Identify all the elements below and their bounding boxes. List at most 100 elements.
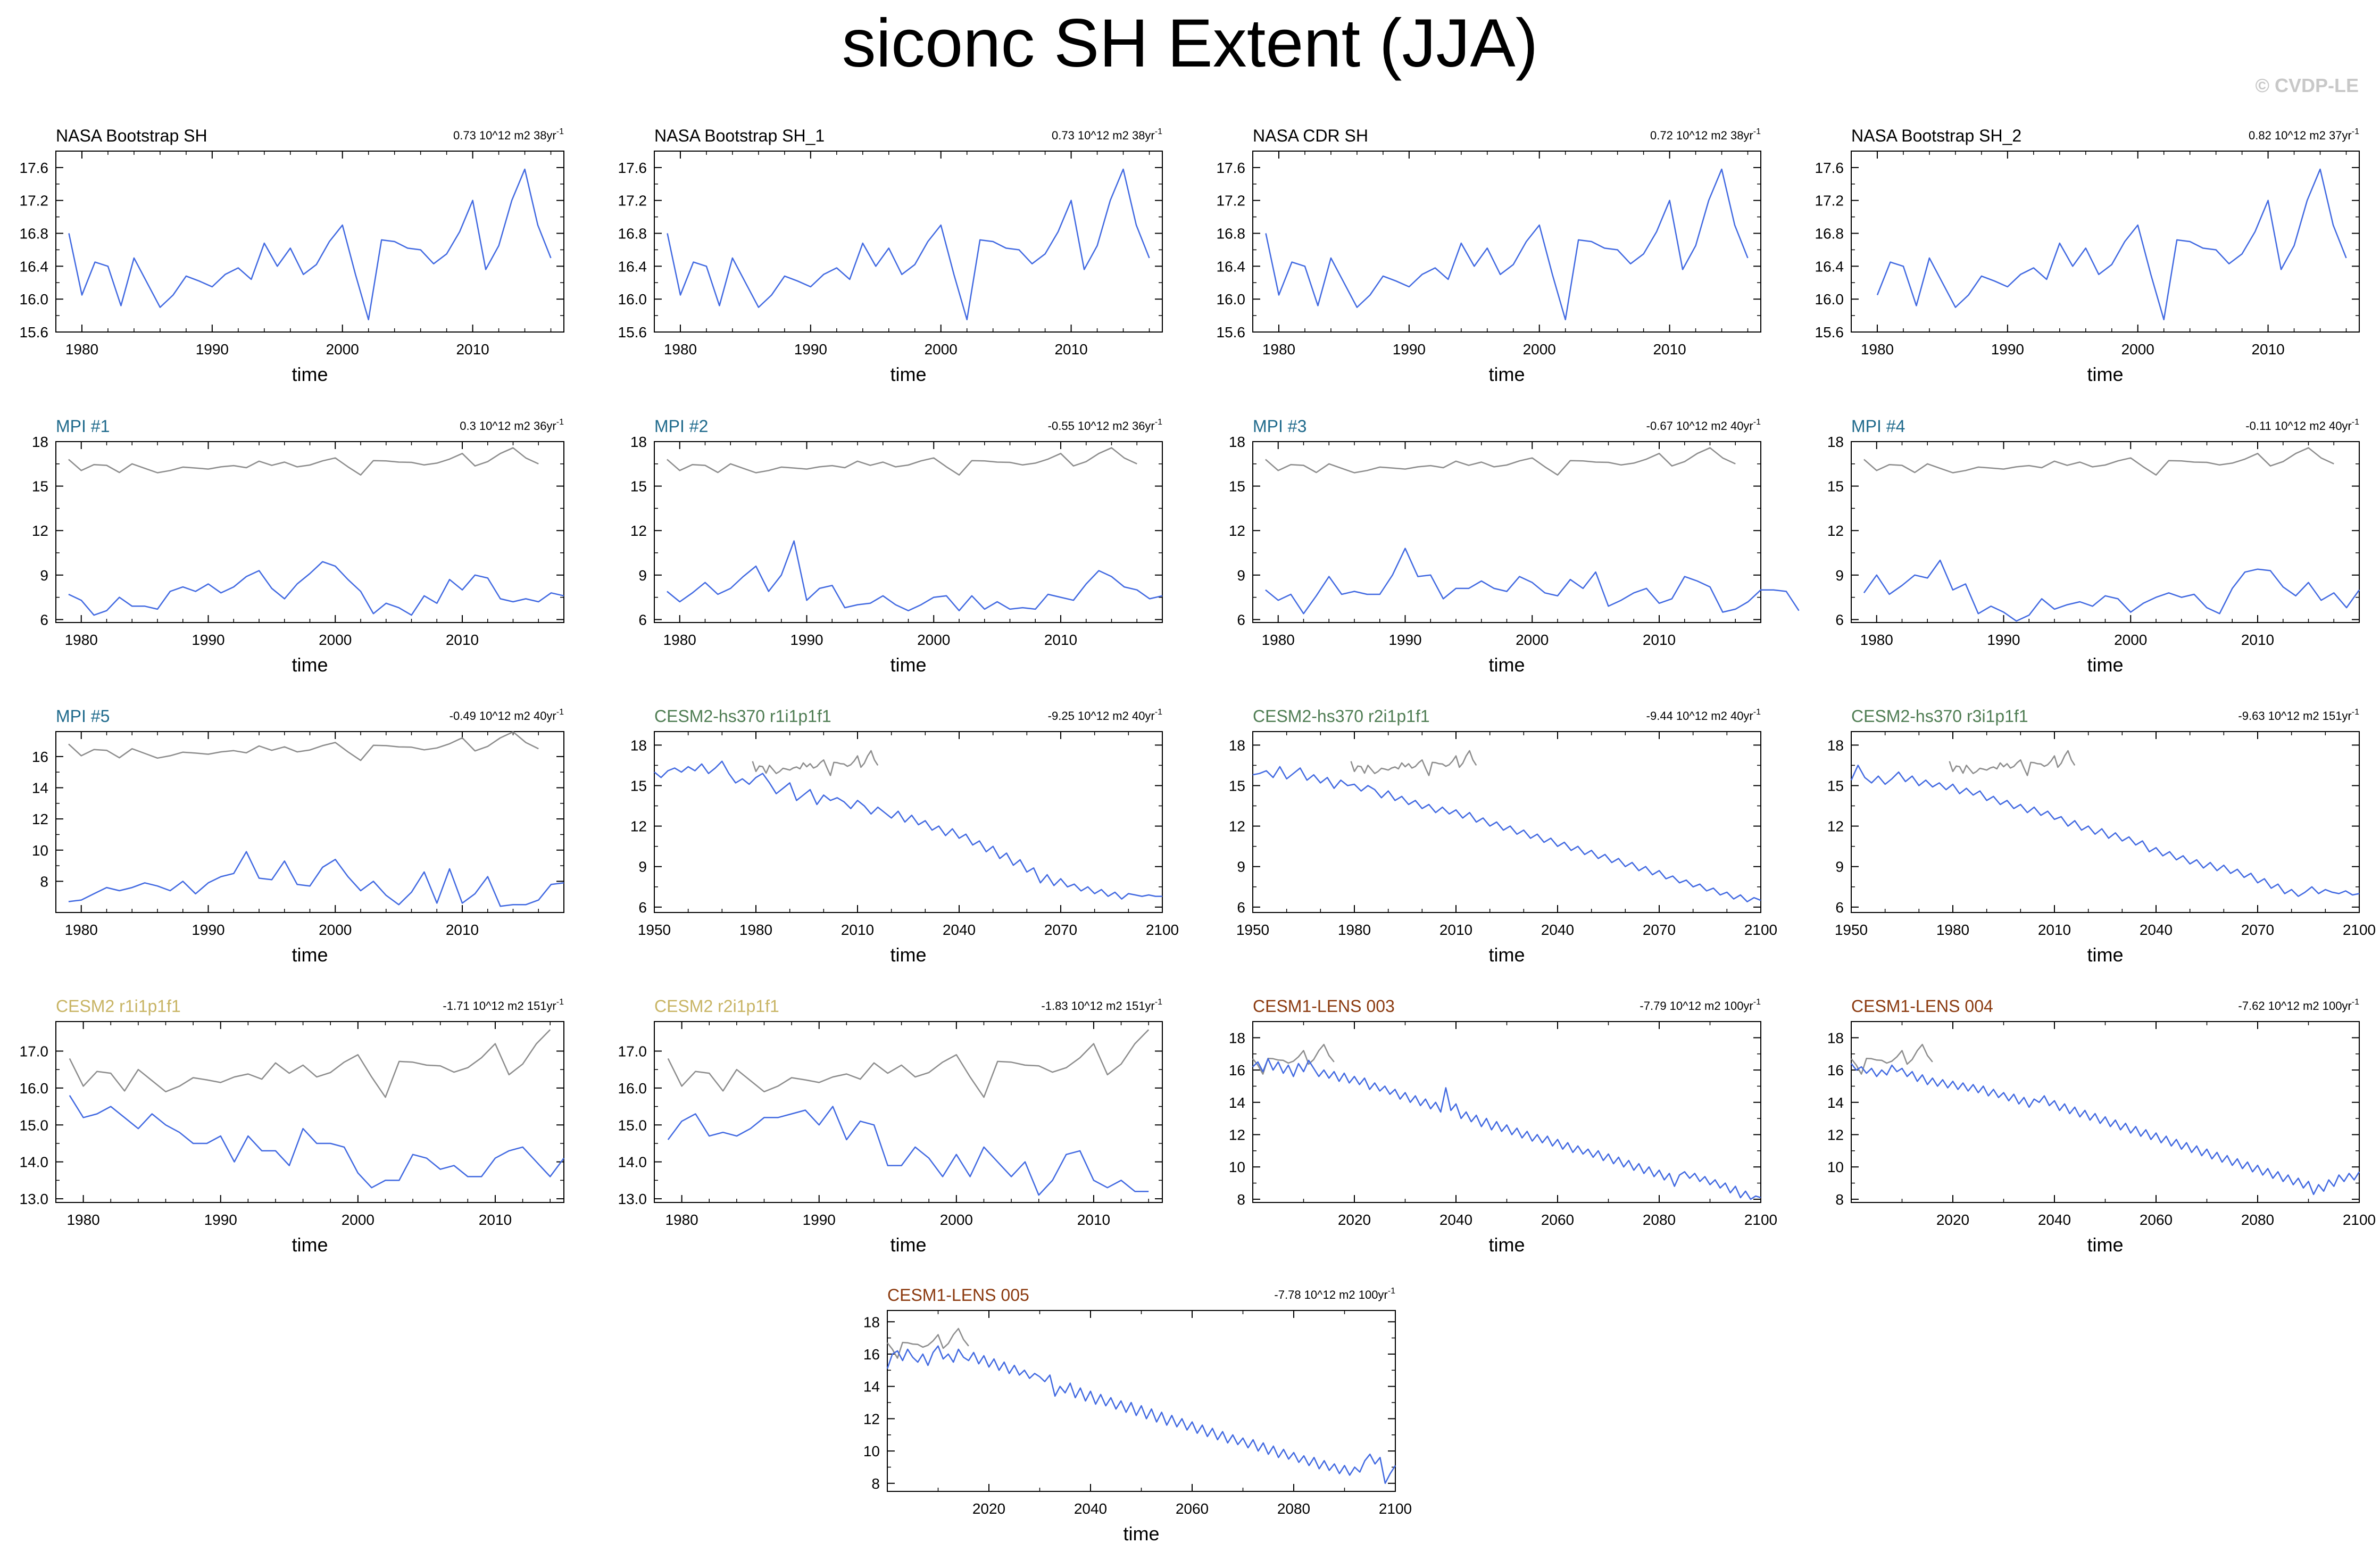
y-tick-label: 15 (1827, 478, 1844, 495)
x-tick-label: 2000 (2121, 341, 2154, 358)
trend-label: 0.3 10^12 m2 36yr-1 (460, 418, 564, 433)
x-tick-label: 2000 (1516, 632, 1549, 648)
x-axis-label: time (890, 363, 926, 385)
x-tick-label: 2000 (940, 1212, 973, 1228)
y-tick-label: 16.4 (618, 258, 647, 275)
panel-14: 1980 1990 2000 2010 13.0 14.0 15.0 16.0 17.0 CESM… (618, 997, 1163, 1256)
x-tick-label: 2000 (2114, 632, 2147, 648)
y-tick-label: 16 (1229, 1062, 1245, 1078)
x-tick-label: 2010 (446, 632, 479, 648)
x-axis-label: time (890, 654, 926, 676)
trend-label: -9.44 10^12 m2 40yr-1 (1646, 708, 1761, 723)
series-line-model (1252, 1058, 1761, 1200)
y-tick-label: 10 (1827, 1159, 1844, 1175)
plot-frame (55, 151, 564, 333)
y-tick-label: 18 (1827, 737, 1844, 753)
trend-label: -7.78 10^12 m2 100yr-1 (1274, 1287, 1395, 1301)
trend-label: -0.67 10^12 m2 40yr-1 (1646, 418, 1761, 433)
y-tick-label: 17.6 (1815, 160, 1844, 176)
series-line-model (68, 561, 564, 616)
x-tick-label: 1950 (1835, 922, 1868, 938)
x-tick-label: 2100 (1744, 1212, 1777, 1228)
x-tick-label: 2010 (1439, 922, 1472, 938)
panel-title: CESM2 r2i1p1f1 (654, 997, 779, 1016)
x-axis-label: time (1488, 944, 1525, 966)
y-tick-label: 8 (1835, 1191, 1844, 1208)
trend-label: -0.49 10^12 m2 40yr-1 (450, 708, 564, 723)
x-tick-label: 2080 (2241, 1212, 2274, 1228)
y-tick-label: 9 (638, 567, 647, 584)
y-tick-label: 6 (1237, 611, 1245, 628)
y-tick-label: 18 (1229, 434, 1245, 450)
panel-title: NASA Bootstrap SH_2 (1851, 126, 2021, 145)
plot-frame (654, 441, 1163, 623)
panel-title: CESM2-hs370 r1i1p1f1 (654, 707, 831, 726)
x-axis-label: time (890, 944, 926, 966)
x-tick-label: 2100 (1379, 1500, 1412, 1517)
plot-frame (654, 151, 1163, 333)
plot-frame (1252, 1021, 1761, 1203)
y-tick-label: 16.0 (20, 291, 49, 308)
series-line-model (1252, 766, 1761, 902)
y-tick-label: 16.4 (1217, 258, 1246, 275)
trend-label: 0.72 10^12 m2 38yr-1 (1650, 127, 1761, 142)
x-axis-label: time (292, 363, 328, 385)
y-tick-label: 8 (1237, 1191, 1245, 1208)
series-line-observations (1949, 750, 2076, 776)
series-line-model (1851, 1063, 2360, 1196)
y-tick-label: 12 (1229, 818, 1245, 835)
y-tick-label: 16.8 (20, 226, 49, 242)
x-tick-label: 2040 (1439, 1212, 1472, 1228)
panel-title: MPI #3 (1253, 417, 1306, 436)
x-tick-label: 2060 (1541, 1212, 1574, 1228)
y-tick-label: 17.2 (20, 193, 49, 209)
x-tick-label: 2000 (326, 341, 359, 358)
trend-label: -7.62 10^12 m2 100yr-1 (2238, 998, 2359, 1013)
y-tick-label: 17.6 (618, 160, 647, 176)
x-axis-label: time (1488, 654, 1525, 676)
y-tick-label: 14 (863, 1379, 880, 1395)
series-line-model (68, 851, 564, 907)
panel-7: 1980 1990 2000 2010 6 9 12 15 18 MPI #3 -0.67 10^1… (1229, 417, 1800, 676)
x-tick-label: 1990 (1991, 341, 2024, 358)
y-tick-label: 15 (630, 777, 647, 794)
y-tick-label: 12 (1229, 1127, 1245, 1143)
x-tick-label: 1990 (192, 632, 224, 648)
panel-16: 2020 2040 2060 2080 2100 8 10 12 14 16 18 CESM1-LEN… (1827, 997, 2376, 1256)
x-tick-label: 1980 (65, 341, 98, 358)
panel-title: CESM1-LENS 004 (1851, 997, 1993, 1016)
x-tick-label: 1980 (663, 632, 696, 648)
x-tick-label: 1980 (1860, 632, 1893, 648)
plot-frame (1252, 731, 1761, 913)
x-tick-label: 1990 (192, 922, 224, 938)
y-tick-label: 16.0 (20, 1080, 49, 1097)
plot-frame (1851, 1021, 2360, 1203)
x-tick-label: 2100 (2343, 1212, 2376, 1228)
y-tick-label: 16.0 (1217, 291, 1246, 308)
x-tick-label: 2010 (479, 1212, 512, 1228)
panel-title: NASA Bootstrap SH_1 (654, 126, 825, 145)
panel-title: NASA CDR SH (1253, 126, 1368, 145)
x-tick-label: 2020 (1338, 1212, 1371, 1228)
y-tick-label: 15.6 (1815, 324, 1844, 341)
y-tick-label: 12 (32, 522, 48, 539)
x-tick-label: 2010 (2038, 922, 2071, 938)
y-tick-label: 16.0 (1815, 291, 1844, 308)
x-tick-label: 2060 (1176, 1500, 1209, 1517)
series-line-model (654, 760, 1162, 900)
x-tick-label: 2010 (841, 922, 874, 938)
series-line-model (1850, 765, 2360, 897)
y-tick-label: 15.0 (618, 1117, 647, 1133)
y-tick-label: 18 (863, 1314, 880, 1330)
y-tick-label: 15 (1229, 478, 1245, 495)
y-tick-label: 14 (32, 780, 48, 797)
y-tick-label: 6 (638, 611, 647, 628)
series-line-observations (667, 447, 1137, 476)
x-tick-label: 1980 (65, 632, 98, 648)
y-tick-label: 8 (40, 873, 48, 890)
series-line-observations (1265, 447, 1736, 476)
y-tick-label: 12 (863, 1411, 880, 1427)
x-tick-label: 2010 (456, 341, 489, 358)
x-tick-label: 1980 (664, 341, 697, 358)
y-tick-label: 6 (1835, 899, 1844, 916)
